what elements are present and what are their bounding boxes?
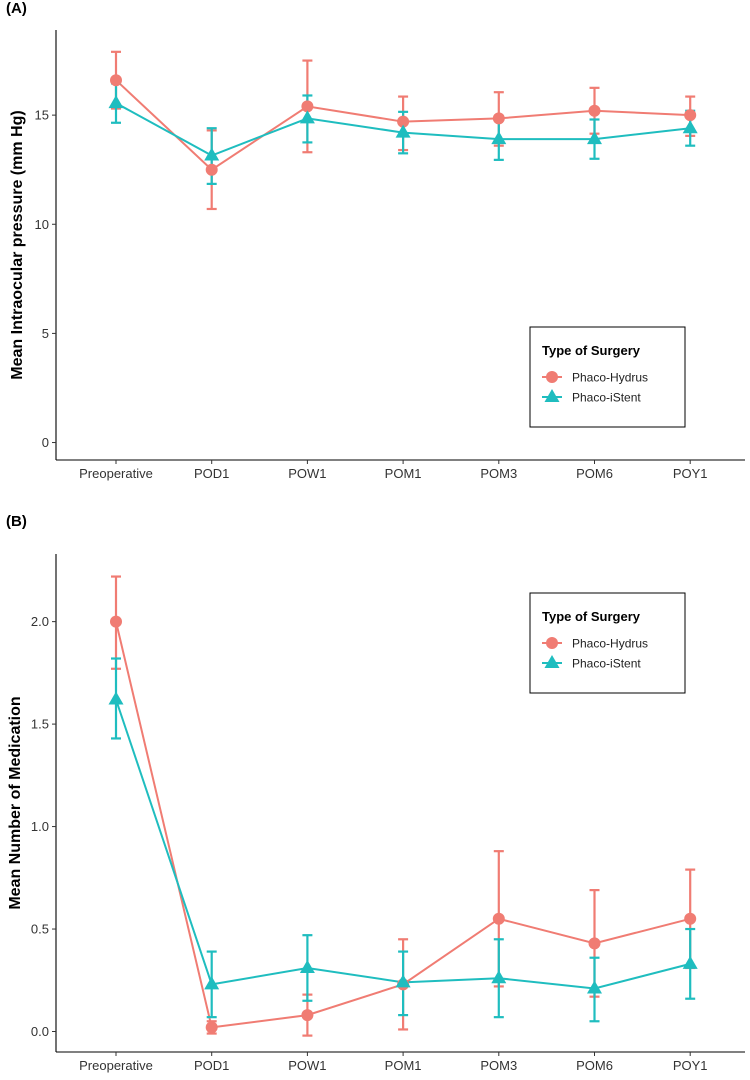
data-point-istent bbox=[108, 691, 124, 705]
y-tick-label: 1.0 bbox=[31, 819, 49, 834]
legend-key-triangle bbox=[544, 389, 560, 402]
legend: Type of Surgery Phaco-Hydrus Phaco-iStent bbox=[529, 326, 686, 428]
legend-key-circle bbox=[546, 371, 558, 383]
panel-a-label: (A) bbox=[6, 0, 27, 17]
legend-title: Type of Surgery bbox=[542, 343, 641, 358]
legend-label: Phaco-iStent bbox=[572, 657, 641, 671]
data-point-hydrus bbox=[588, 937, 601, 950]
data-point-istent bbox=[395, 124, 411, 138]
data-point-hydrus bbox=[301, 100, 314, 113]
y-tick-label: 10 bbox=[35, 217, 49, 232]
legend-label: Phaco-iStent bbox=[572, 391, 641, 405]
data-point-hydrus bbox=[205, 1021, 218, 1034]
y-tick-label: 15 bbox=[35, 108, 49, 123]
legend-key-circle bbox=[546, 637, 558, 649]
data-point-istent bbox=[108, 95, 124, 109]
data-point-istent bbox=[682, 955, 698, 969]
data-point-istent bbox=[204, 147, 220, 161]
x-tick-label: POM6 bbox=[576, 1058, 613, 1073]
data-point-istent bbox=[395, 974, 411, 988]
data-point-hydrus bbox=[205, 163, 218, 176]
data-point-hydrus bbox=[588, 104, 601, 117]
x-tick-label: POW1 bbox=[288, 466, 326, 481]
data-point-hydrus bbox=[492, 912, 505, 925]
x-tick-label: POM3 bbox=[480, 466, 517, 481]
x-tick-label: POM3 bbox=[480, 1058, 517, 1073]
legend-label: Phaco-Hydrus bbox=[572, 637, 648, 651]
medication-chart: 0.0 0.5 1.0 1.5 2.0 Preoperative POD1 POW1 POM1 P… bbox=[7, 554, 745, 1073]
x-tick-label: POM1 bbox=[385, 466, 422, 481]
data-point-hydrus bbox=[492, 112, 505, 125]
x-tick-label: Preoperative bbox=[79, 1058, 153, 1073]
data-point-istent bbox=[299, 959, 315, 973]
y-tick-label: 0 bbox=[42, 435, 49, 450]
data-point-hydrus bbox=[110, 74, 122, 87]
y-tick-label: 5 bbox=[42, 326, 49, 341]
data-point-hydrus bbox=[110, 615, 122, 628]
x-tick-label: Preoperative bbox=[79, 466, 153, 481]
data-point-istent bbox=[491, 970, 507, 984]
y-tick-label: 2.0 bbox=[31, 614, 49, 629]
x-tick-label: POM1 bbox=[385, 1058, 422, 1073]
y-tick-label: 0.0 bbox=[31, 1024, 49, 1039]
data-point-istent bbox=[491, 131, 507, 145]
legend-title: Type of Surgery bbox=[542, 609, 641, 624]
legend: Type of Surgery Phaco-Hydrus Phaco-iStent bbox=[529, 592, 686, 694]
x-tick-label: POW1 bbox=[288, 1058, 326, 1073]
y-axis-title: Mean Intraocular pressure (mm Hg) bbox=[9, 110, 26, 379]
data-point-istent bbox=[587, 980, 602, 994]
x-tick-label: POY1 bbox=[673, 466, 708, 481]
data-point-istent bbox=[682, 120, 698, 134]
y-tick-label: 1.5 bbox=[31, 717, 49, 732]
x-tick-label: POD1 bbox=[194, 466, 229, 481]
data-point-istent bbox=[587, 131, 602, 145]
panel-b-label: (B) bbox=[6, 513, 27, 530]
x-tick-label: POY1 bbox=[673, 1058, 708, 1073]
data-point-hydrus bbox=[397, 115, 410, 128]
data-point-hydrus bbox=[684, 912, 697, 925]
y-tick-label: 0.5 bbox=[31, 922, 49, 937]
data-point-istent bbox=[204, 976, 220, 990]
data-point-hydrus bbox=[301, 1009, 314, 1022]
data-point-istent bbox=[299, 110, 315, 124]
data-point-hydrus bbox=[684, 109, 697, 122]
x-tick-label: POM6 bbox=[576, 466, 613, 481]
y-axis-title: Mean Number of Medication bbox=[7, 696, 24, 909]
x-tick-label: POD1 bbox=[194, 1058, 229, 1073]
legend-key-triangle bbox=[544, 655, 560, 668]
legend-label: Phaco-Hydrus bbox=[572, 371, 648, 385]
iop-chart: 0 5 10 15 Preoperative POD1 POW1 POM1 POM3 POM6 PO… bbox=[9, 30, 745, 481]
